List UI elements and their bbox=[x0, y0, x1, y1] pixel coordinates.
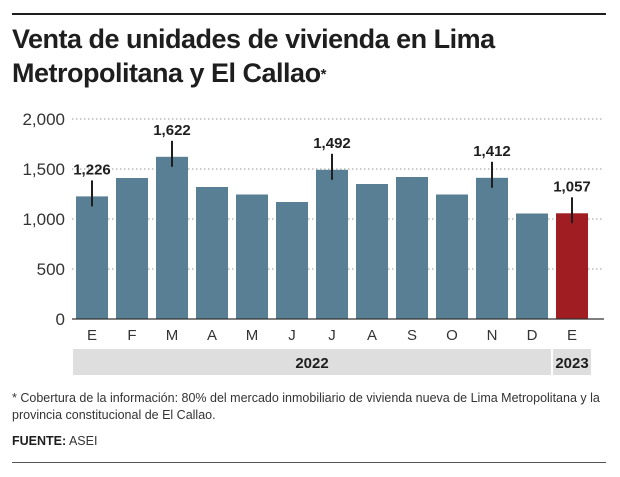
bar-chart: 0 500 1,000 1,500 2,000 1,226 1,622 1,492 1,412 1… bbox=[22, 110, 604, 375]
x-tick-label: J bbox=[288, 327, 296, 344]
x-tick-label: A bbox=[367, 327, 377, 344]
bar-e-0 bbox=[76, 196, 108, 319]
data-label: 1,412 bbox=[473, 143, 511, 160]
year-label-2022: 2022 bbox=[295, 355, 328, 372]
x-tick-label: E bbox=[87, 327, 97, 344]
footnote: * Cobertura de la información: 80% del m… bbox=[12, 391, 600, 422]
x-tick-label: S bbox=[407, 327, 417, 344]
y-tick-label: 1,500 bbox=[22, 160, 65, 179]
bar-f-1 bbox=[116, 178, 148, 319]
bar-a-7 bbox=[356, 184, 388, 319]
y-tick-label: 2,000 bbox=[22, 110, 65, 129]
chart-title-text: Venta de unidades de vivienda en Lima Me… bbox=[12, 24, 495, 88]
x-tick-label: M bbox=[166, 327, 179, 344]
data-label: 1,622 bbox=[153, 122, 191, 139]
bar-j-5 bbox=[276, 202, 308, 319]
x-tick-label: J bbox=[328, 327, 336, 344]
x-tick-label: E bbox=[567, 327, 577, 344]
y-tick-label: 0 bbox=[56, 310, 65, 329]
bar-o-9 bbox=[436, 194, 468, 319]
y-tick-label: 500 bbox=[37, 260, 65, 279]
data-label: 1,492 bbox=[313, 135, 351, 152]
year-label-2023: 2023 bbox=[555, 355, 588, 372]
source-name: ASEI bbox=[68, 434, 98, 448]
year-band-2023 bbox=[553, 349, 591, 375]
bar-j-6 bbox=[316, 169, 348, 319]
bar-e-12 bbox=[556, 213, 588, 319]
x-tick-label: M bbox=[246, 327, 259, 344]
bottom-rule bbox=[12, 462, 606, 463]
x-tick-label: A bbox=[207, 327, 217, 344]
bar-a-3 bbox=[196, 187, 228, 319]
title-footnote-marker: * bbox=[320, 66, 327, 83]
bar-m-4 bbox=[236, 194, 268, 319]
bar-m-2 bbox=[156, 156, 188, 319]
x-tick-label: D bbox=[527, 327, 538, 344]
chart-title: Venta de unidades de vivienda en Lima Me… bbox=[12, 22, 606, 90]
bar-n-10 bbox=[476, 177, 508, 319]
x-tick-label: N bbox=[487, 327, 498, 344]
source: FUENTE: ASEI bbox=[12, 434, 97, 448]
x-tick-label: O bbox=[446, 327, 458, 344]
y-tick-label: 1,000 bbox=[22, 210, 65, 229]
top-rule bbox=[12, 13, 606, 15]
source-label: FUENTE: bbox=[12, 434, 67, 448]
year-band-2022 bbox=[73, 349, 551, 375]
bar-d-11 bbox=[516, 213, 548, 319]
bar-s-8 bbox=[396, 177, 428, 319]
x-tick-label: F bbox=[127, 327, 136, 344]
data-label: 1,226 bbox=[73, 161, 111, 178]
data-label: 1,057 bbox=[553, 178, 591, 195]
